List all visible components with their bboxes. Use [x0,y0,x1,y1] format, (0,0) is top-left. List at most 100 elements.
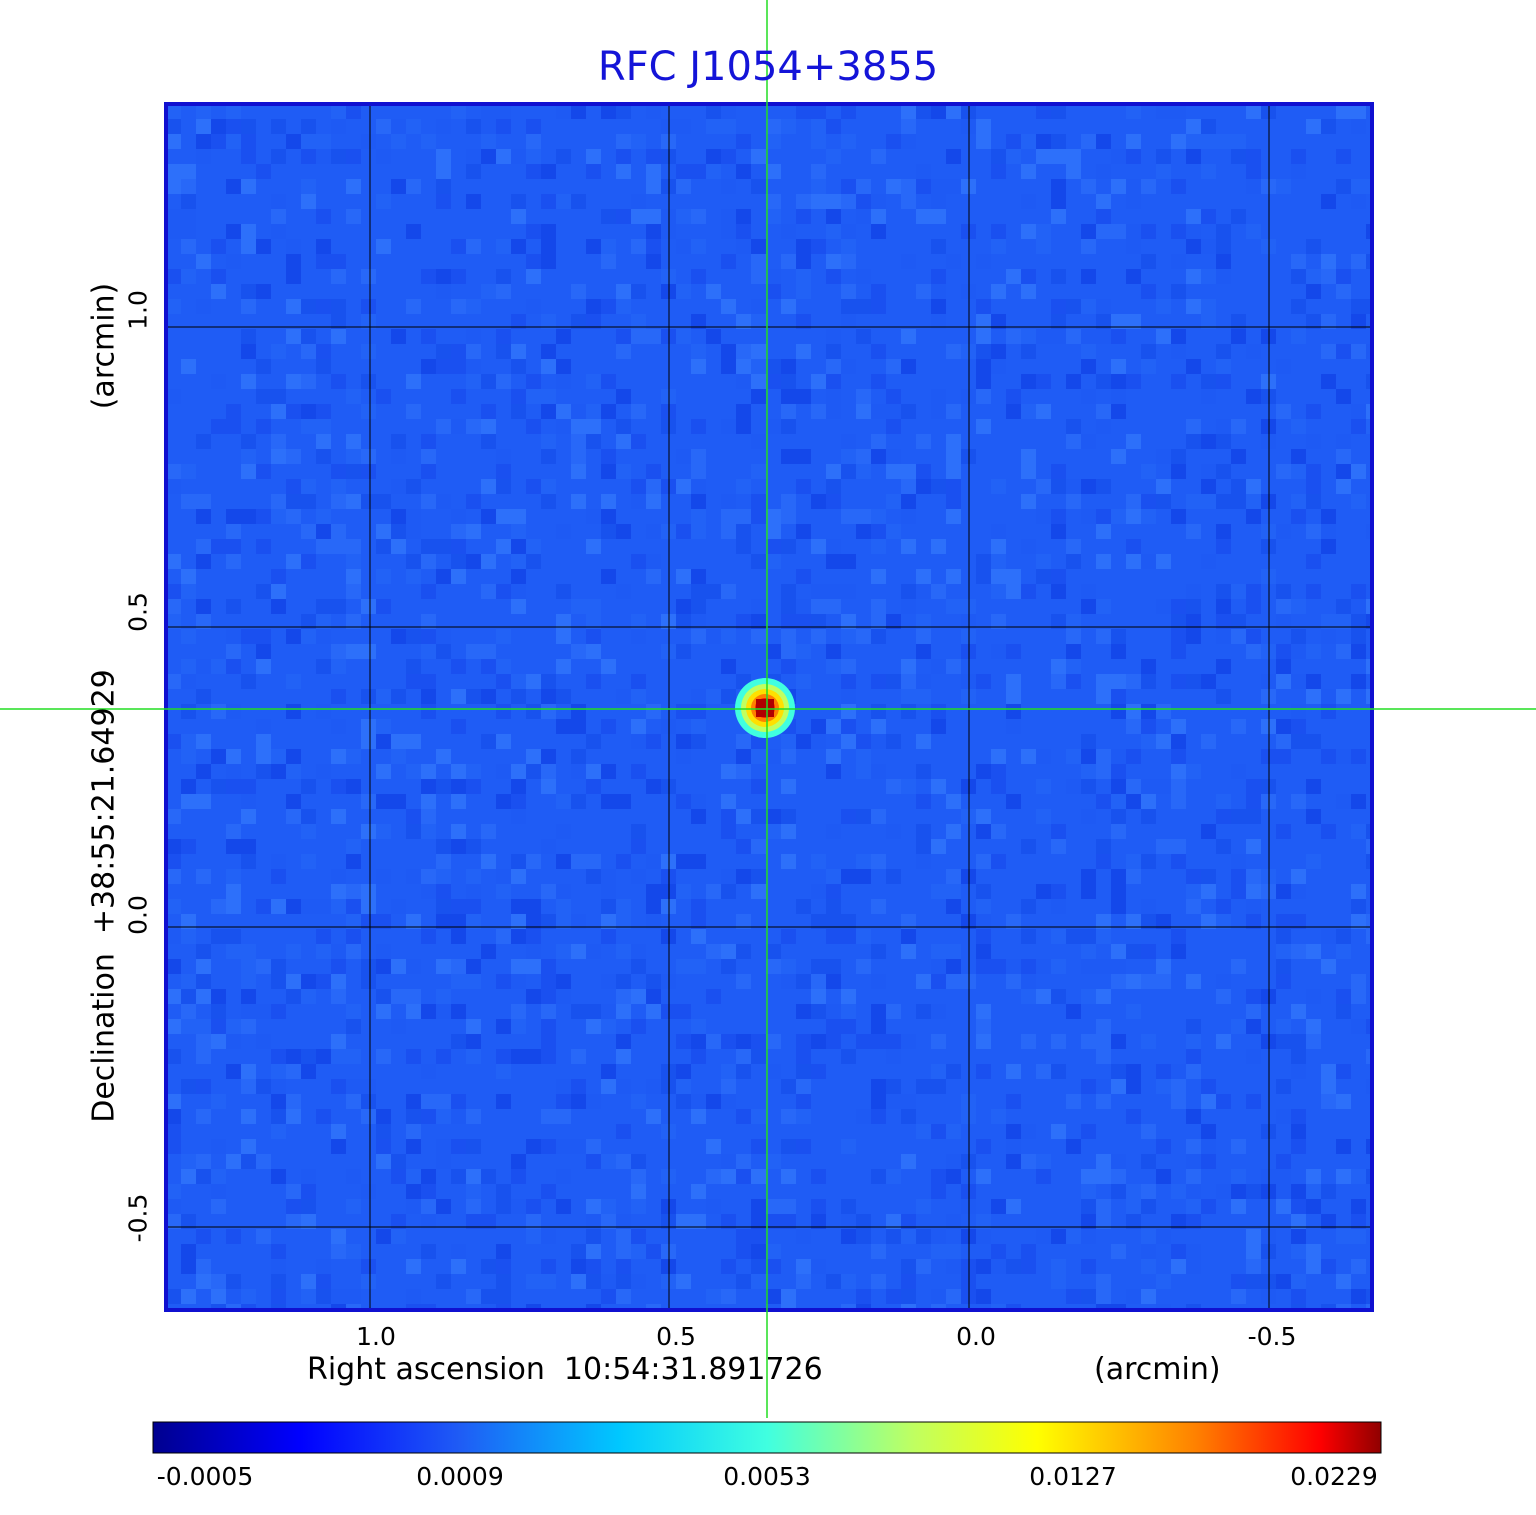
noise-pixel [541,194,556,209]
noise-pixel [601,779,616,794]
noise-pixel [181,1184,196,1199]
noise-pixel [436,779,451,794]
noise-pixel [526,254,541,269]
noise-pixel [1126,794,1141,809]
noise-pixel [256,659,271,674]
noise-pixel [301,344,316,359]
noise-pixel [751,779,766,794]
noise-pixel [1291,1064,1306,1079]
noise-pixel [1351,164,1366,179]
noise-pixel [871,569,886,584]
noise-pixel [511,239,526,254]
noise-pixel [646,164,661,179]
noise-pixel [691,794,706,809]
noise-pixel [451,569,466,584]
noise-pixel [811,989,826,1004]
noise-pixel [1156,1079,1171,1094]
noise-pixel [1036,374,1051,389]
noise-pixel [511,209,526,224]
noise-pixel [1096,1019,1111,1034]
noise-pixel [511,869,526,884]
noise-pixel [1141,914,1156,929]
noise-pixel [481,674,496,689]
noise-pixel [571,434,586,449]
noise-pixel [826,614,841,629]
noise-pixel [871,1094,886,1109]
noise-pixel [721,1079,736,1094]
noise-pixel [1246,149,1261,164]
noise-pixel [1096,689,1111,704]
noise-pixel [871,914,886,929]
noise-pixel [451,554,466,569]
noise-pixel [331,269,346,284]
noise-pixel [736,869,751,884]
noise-pixel [331,254,346,269]
noise-pixel [1216,524,1231,539]
noise-pixel [1141,494,1156,509]
noise-pixel [1231,209,1246,224]
noise-pixel [631,209,646,224]
x-axis-unit: (arcmin) [1094,1352,1221,1387]
noise-pixel [496,1289,511,1304]
noise-pixel [181,1244,196,1259]
noise-pixel [856,464,871,479]
noise-pixel [1036,419,1051,434]
noise-pixel [451,524,466,539]
noise-pixel [1081,1289,1096,1304]
noise-pixel [1021,134,1036,149]
noise-pixel [706,1184,721,1199]
noise-pixel [1336,1094,1351,1109]
noise-pixel [601,239,616,254]
noise-pixel [1171,674,1186,689]
noise-pixel [241,179,256,194]
noise-pixel [1081,464,1096,479]
noise-pixel [1021,164,1036,179]
noise-pixel [271,404,286,419]
noise-pixel [211,1169,226,1184]
noise-pixel [916,254,931,269]
noise-pixel [1336,1139,1351,1154]
noise-pixel [376,194,391,209]
noise-pixel [676,209,691,224]
noise-pixel [886,869,901,884]
noise-pixel [916,824,931,839]
noise-pixel [841,989,856,1004]
noise-pixel [946,329,961,344]
noise-pixel [556,1109,571,1124]
noise-pixel [271,209,286,224]
noise-pixel [346,449,361,464]
noise-pixel [241,134,256,149]
noise-pixel [541,839,556,854]
noise-pixel [496,1199,511,1214]
noise-pixel [376,569,391,584]
noise-pixel [751,509,766,524]
noise-pixel [226,779,241,794]
noise-pixel [991,284,1006,299]
noise-pixel [1246,119,1261,134]
noise-pixel [526,749,541,764]
noise-pixel [601,659,616,674]
noise-pixel [286,749,301,764]
noise-pixel [781,509,796,524]
noise-pixel [316,974,331,989]
noise-pixel [316,539,331,554]
noise-pixel [1291,1274,1306,1289]
noise-pixel [751,314,766,329]
noise-pixel [331,719,346,734]
noise-pixel [1366,1049,1372,1064]
noise-pixel [571,854,586,869]
noise-pixel [481,1034,496,1049]
noise-pixel [541,449,556,464]
noise-pixel [706,989,721,1004]
noise-pixel [1171,284,1186,299]
noise-pixel [1111,404,1126,419]
noise-pixel [481,434,496,449]
noise-pixel [391,809,406,824]
noise-pixel [466,1184,481,1199]
noise-pixel [736,1109,751,1124]
noise-pixel [856,734,871,749]
noise-pixel [1291,1184,1306,1199]
noise-pixel [286,1109,301,1124]
noise-pixel [436,839,451,854]
